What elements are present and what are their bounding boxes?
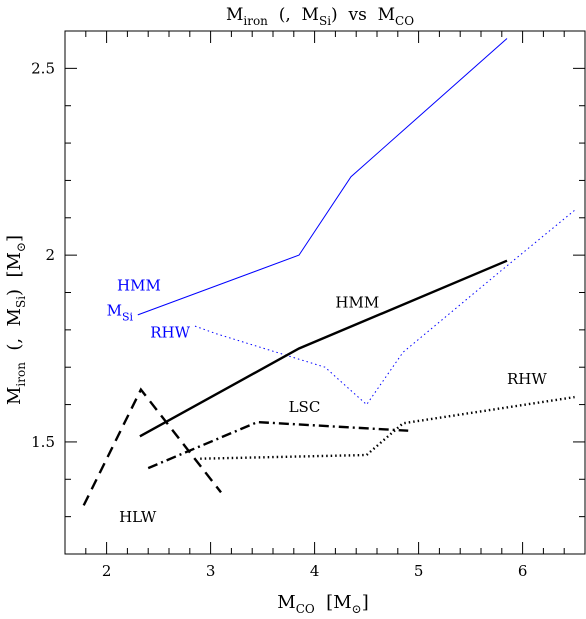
chart-title: Miron (, MSi) vs MCO <box>226 5 414 28</box>
x-tick-label: 5 <box>414 562 424 580</box>
annotations: HMM MSi RHW HMM LSC RHW HLW <box>107 277 548 527</box>
annotation-m-1: MSi <box>107 302 134 324</box>
y-tick-label: 1.5 <box>31 433 55 451</box>
series-line-hmm-2 <box>139 259 508 438</box>
annotation-rhw-2: RHW <box>150 323 190 341</box>
x-tick-label: 4 <box>310 562 320 580</box>
x-tick-label: 2 <box>102 562 112 580</box>
y-tick-label: 2.5 <box>31 59 55 77</box>
series-line-lsc-3 <box>147 420 409 470</box>
y-tick-label: 2 <box>45 246 55 264</box>
series-group <box>82 38 575 506</box>
annotation-hlw-6: HLW <box>119 508 157 526</box>
axis-ticks: 2 3 4 5 6 1.5 2 2.5 <box>31 30 586 580</box>
x-tick-label: 6 <box>518 562 528 580</box>
series-line-rhw-4 <box>200 395 575 460</box>
annotation-rhw-5: RHW <box>507 370 547 388</box>
series-line-hlw-5 <box>82 387 222 506</box>
x-axis-label: MCO [M⊙] <box>277 592 368 616</box>
x-tick-label: 3 <box>206 562 216 580</box>
annotation-hmm-0: HMM <box>117 277 161 295</box>
annotation-lsc-4: LSC <box>289 398 321 416</box>
y-axis-label: Miron (, MSi) [M⊙] <box>4 235 28 405</box>
annotation-hmm-3: HMM <box>335 293 379 311</box>
series-line-hmm-0 <box>137 38 508 316</box>
